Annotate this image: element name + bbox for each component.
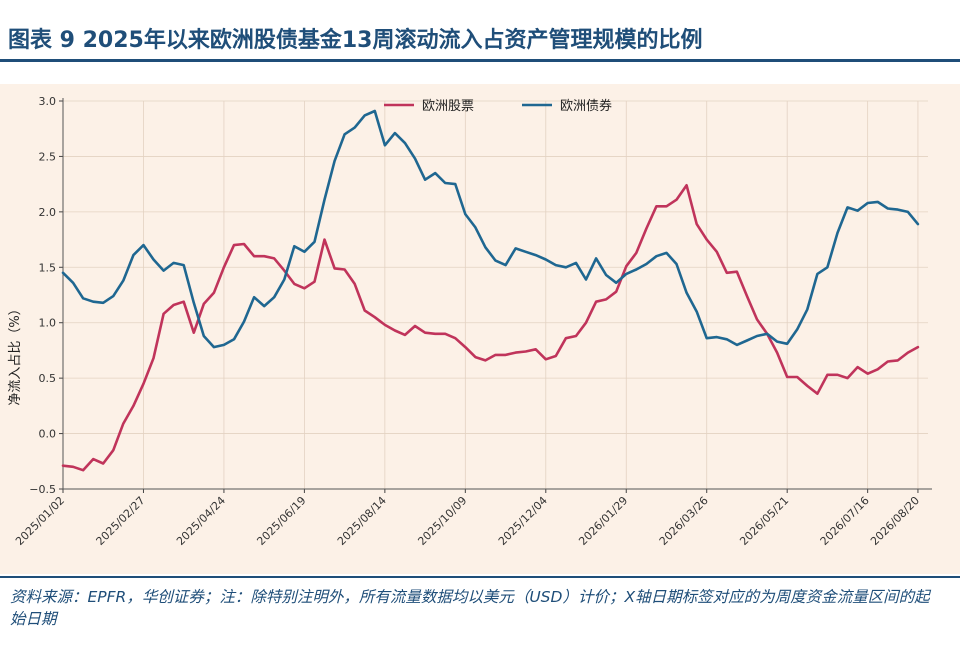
series-line-european-bond bbox=[61, 109, 920, 349]
x-tick-label: 2025/02/27 bbox=[94, 494, 148, 548]
legend: 欧洲股票 欧洲债券 bbox=[384, 98, 612, 114]
x-tick-label: 2026/01/29 bbox=[576, 494, 630, 548]
y-tick-label: 1.0 bbox=[39, 317, 57, 330]
axes: −0.5 0.0 0.5 1.0 1.5 2.0 2.5 3.0 2025/01/02 2025/… bbox=[13, 95, 932, 548]
x-tick-label: 2025/06/19 bbox=[254, 494, 308, 548]
line-chart: −0.5 0.0 0.5 1.0 1.5 2.0 2.5 3.0 2025/01/02 2025/… bbox=[8, 95, 932, 548]
source-note: 资料来源：EPFR，华创证券；注：除特别注明外，所有流量数据均以美元（USD）计… bbox=[10, 588, 930, 628]
x-tick-label: 2025/12/04 bbox=[496, 494, 550, 548]
legend-label: 欧洲债券 bbox=[560, 98, 612, 114]
x-tick-label: 2025/01/02 bbox=[13, 494, 67, 548]
y-tick-label: 0.5 bbox=[39, 372, 57, 385]
figure-title: 图表 9 2025年以来欧洲股债基金13周滚动流入占资产管理规模的比例 bbox=[8, 28, 703, 53]
y-tick-label: 2.5 bbox=[39, 150, 57, 163]
x-tick-label: 2026/05/21 bbox=[737, 494, 791, 548]
y-tick-label: 3.0 bbox=[39, 95, 57, 108]
y-tick-label: −0.5 bbox=[29, 483, 56, 496]
y-tick-label: 1.5 bbox=[39, 261, 57, 274]
x-tick-label: 2025/08/14 bbox=[335, 494, 389, 548]
x-tick-label: 2026/08/20 bbox=[868, 494, 922, 548]
source-rule bbox=[0, 576, 960, 578]
x-tick-label: 2026/03/26 bbox=[657, 494, 711, 548]
x-tick-label: 2026/07/16 bbox=[818, 494, 872, 548]
x-tick-label: 2025/10/09 bbox=[415, 494, 469, 548]
series-line-european-equity bbox=[61, 184, 920, 472]
x-tick-label: 2025/04/24 bbox=[174, 494, 228, 548]
series-layer bbox=[61, 109, 920, 472]
y-tick-label: 0.0 bbox=[39, 428, 57, 441]
y-axis-label: 净流入占比（%） bbox=[8, 302, 23, 405]
y-tick-label: 2.0 bbox=[39, 206, 57, 219]
legend-label: 欧洲股票 bbox=[422, 99, 474, 114]
title-rule bbox=[0, 59, 960, 62]
